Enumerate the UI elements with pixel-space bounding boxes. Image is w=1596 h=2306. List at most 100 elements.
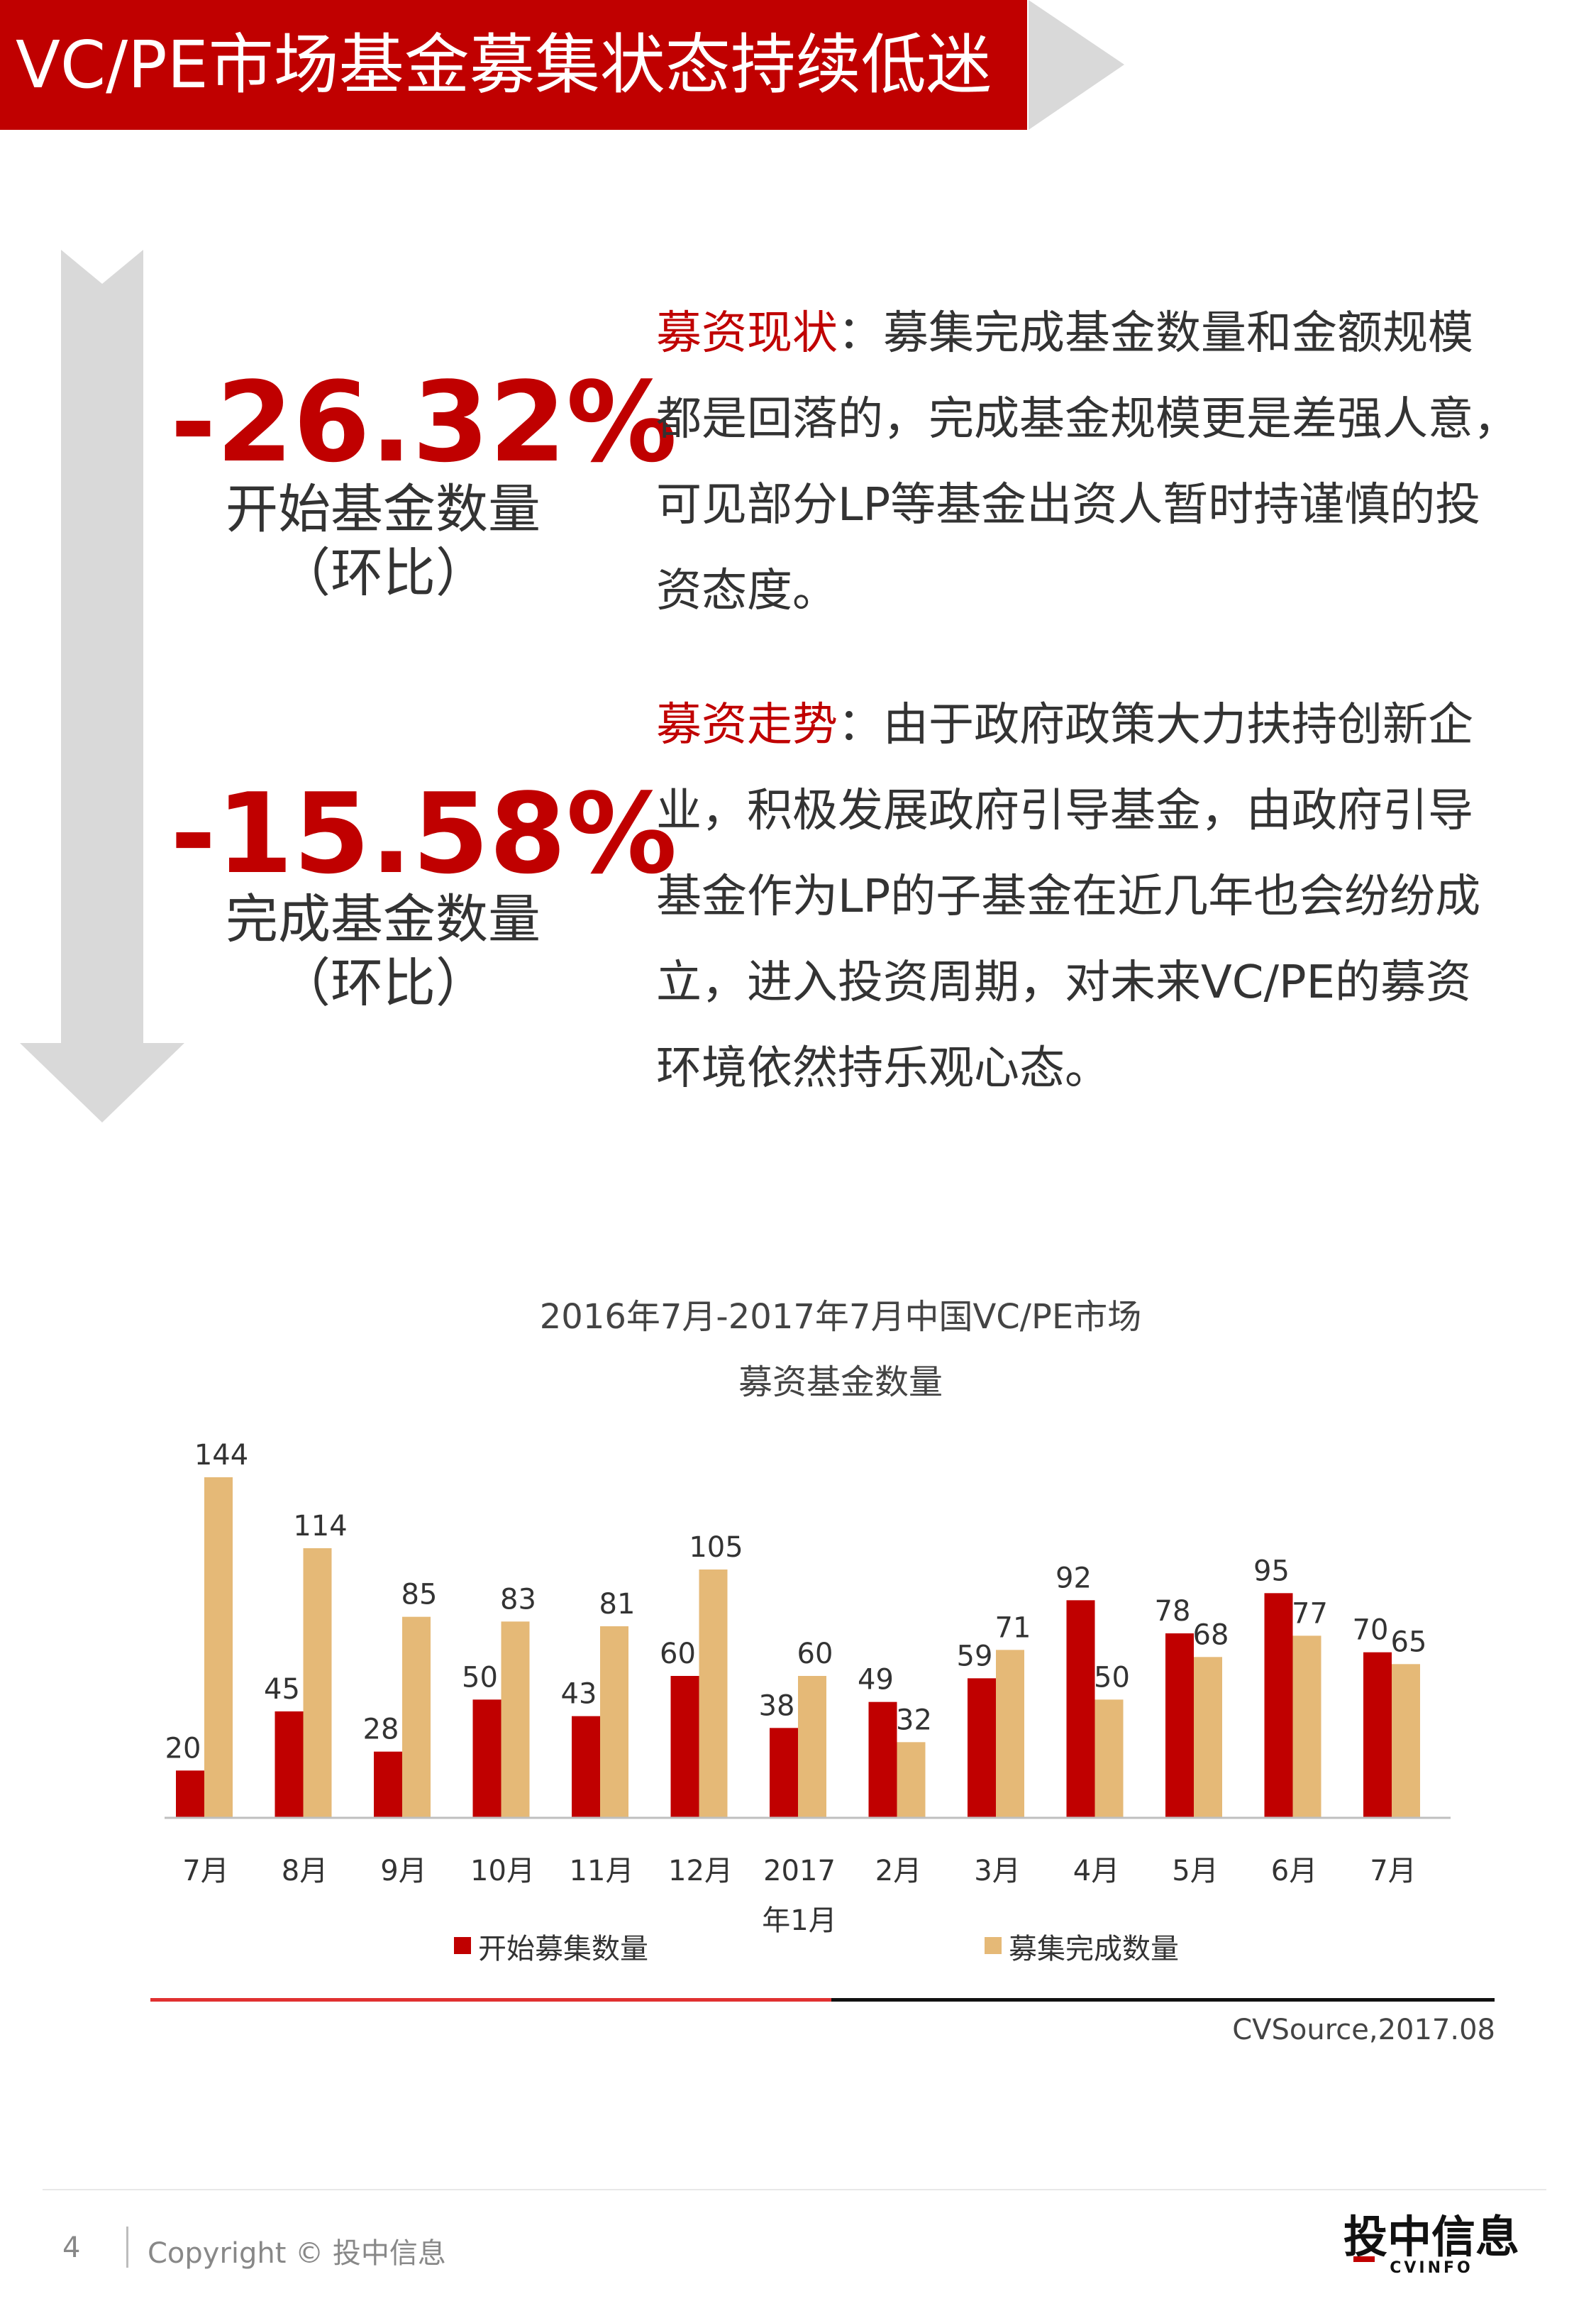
x-tick-label: 6月 <box>1271 1855 1317 1887</box>
chart-source: CVSource,2017.08 <box>1232 2014 1495 2046</box>
bar-complete <box>600 1626 628 1818</box>
page-title: VC/PE市场基金募集状态持续低迷 <box>0 0 1027 130</box>
paragraph-line: 业，积极发展政府引导基金，由政府引导 <box>656 785 1473 837</box>
data-label: 20 <box>165 1732 201 1765</box>
bar-complete <box>1292 1635 1321 1818</box>
kpi-label-complete: 完成基金数量 <box>226 889 541 950</box>
data-label: 77 <box>1292 1597 1328 1630</box>
data-label: 92 <box>1055 1562 1092 1594</box>
bar-complete <box>1392 1664 1420 1818</box>
paragraph-text: ：由于政府政策大力扶持创新企 <box>838 699 1473 751</box>
bar-start <box>472 1699 501 1818</box>
paragraph-line: 环境依然持乐观心态。 <box>656 1042 1110 1095</box>
data-label: 49 <box>858 1664 894 1697</box>
data-label: 45 <box>264 1673 300 1706</box>
bar-complete <box>303 1548 332 1818</box>
paragraph-fundraising-status: 募资现状：募集完成基金数量和金额规模 都是回落的，完成基金规模更是差强人意， 可… <box>656 291 1571 634</box>
bar-start <box>1363 1652 1392 1818</box>
data-label: 59 <box>957 1640 993 1672</box>
bar-complete <box>996 1650 1024 1818</box>
data-label: 95 <box>1253 1555 1290 1587</box>
title-chevron-icon <box>1029 0 1124 130</box>
legend-label: 募集完成数量 <box>1009 1933 1179 1965</box>
legend-swatch <box>985 1937 1002 1954</box>
data-label: 85 <box>401 1579 438 1611</box>
bar-start <box>670 1676 699 1818</box>
bar-start <box>275 1711 304 1818</box>
data-label: 70 <box>1353 1614 1389 1647</box>
data-label: 60 <box>797 1638 833 1670</box>
data-label: 71 <box>995 1611 1031 1644</box>
copyright-text: Copyright © 投中信息 <box>148 2237 446 2270</box>
paragraph-line: 募资走势：由于政府政策大力扶持创新企 <box>656 683 1571 768</box>
x-tick-label: 8月 <box>282 1855 328 1887</box>
chart-divider-black <box>831 1998 1495 2002</box>
company-logo: 投中信息 CVINFO <box>1339 2214 1524 2281</box>
x-tick-label: 3月 <box>974 1855 1020 1887</box>
kpi-label-start-ratio: （环比） <box>278 543 488 604</box>
logo-subtext: CVINFO <box>1390 2259 1473 2277</box>
data-label: 68 <box>1193 1618 1229 1651</box>
down-arrow-icon <box>20 250 184 1122</box>
x-tick-label: 年1月 <box>762 1904 836 1937</box>
paragraph-fundraising-trend: 募资走势：由于政府政策大力扶持创新企 业，积极发展政府引导基金，由政府引导 基金… <box>656 683 1571 1112</box>
bar-complete <box>1095 1699 1124 1818</box>
paragraph-line: 都是回落的，完成基金规模更是差强人意， <box>656 393 1519 446</box>
logo-accent-bar <box>1353 2256 1375 2262</box>
logo-text: 投中信息 <box>1343 2211 1519 2263</box>
x-tick-label: 10月 <box>470 1855 535 1887</box>
paragraph-line: 募资现状：募集完成基金数量和金额规模 <box>656 291 1571 377</box>
bar-start <box>868 1701 897 1818</box>
data-label: 32 <box>896 1704 932 1736</box>
data-label: 83 <box>500 1583 536 1616</box>
x-tick-label: 12月 <box>668 1855 733 1887</box>
data-label: 78 <box>1155 1595 1191 1628</box>
x-tick-label: 9月 <box>380 1855 426 1887</box>
bar-start <box>1165 1633 1194 1818</box>
x-tick-label: 11月 <box>570 1855 634 1887</box>
bar-complete <box>798 1676 826 1818</box>
bar-complete <box>1194 1657 1222 1818</box>
x-tick-label: 7月 <box>182 1855 228 1887</box>
bar-chart: 20 144 7月 45 114 8月 28 85 9月 50 83 10月 43 81 11月 60 105 1… <box>150 1439 1495 2002</box>
bar-start <box>1264 1593 1293 1818</box>
footer-divider-line <box>43 2189 1546 2190</box>
bar-complete <box>501 1621 530 1818</box>
bar-start <box>770 1728 798 1818</box>
bar-start <box>176 1770 204 1818</box>
data-label: 38 <box>759 1689 795 1722</box>
x-tick-label: 7月 <box>1370 1855 1416 1887</box>
x-tick-label: 4月 <box>1073 1855 1119 1887</box>
paragraph-line: 基金作为LP的子基金在近几年也会纷纷成 <box>656 871 1481 923</box>
legend-swatch <box>454 1937 471 1954</box>
bar-start <box>572 1716 600 1818</box>
data-label: 60 <box>660 1638 696 1670</box>
x-tick-label: 2月 <box>875 1855 921 1887</box>
data-label: 50 <box>462 1661 498 1694</box>
paragraph-line: 可见部分LP等基金出资人暂时持谨慎的投 <box>656 479 1481 531</box>
chart-divider-red <box>150 1998 831 2002</box>
bar-start <box>968 1678 996 1818</box>
chart-title: 2016年7月-2017年7月中国VC/PE市场 募资基金数量 <box>355 1284 1326 1415</box>
data-label: 144 <box>194 1439 248 1472</box>
bar-start <box>374 1751 402 1818</box>
data-label: 114 <box>293 1510 347 1543</box>
bar-complete <box>699 1569 728 1818</box>
kpi-value-complete: -15.58% <box>170 769 677 898</box>
kpi-value-start: -26.32% <box>170 358 677 487</box>
chart-title-line2: 募资基金数量 <box>738 1362 943 1402</box>
paragraph-text: ：募集完成基金数量和金额规模 <box>838 307 1473 360</box>
paragraph-highlight: 募资走势 <box>656 699 838 751</box>
page-number: 4 <box>62 2231 81 2264</box>
data-label: 43 <box>561 1678 597 1711</box>
legend-label: 开始募集数量 <box>478 1933 648 1965</box>
kpi-label-start: 开始基金数量 <box>226 479 541 540</box>
data-label: 50 <box>1094 1661 1130 1694</box>
paragraph-line: 立，进入投资周期，对未来VC/PE的募资 <box>656 956 1472 1009</box>
x-tick-label: 2017 <box>763 1855 836 1887</box>
paragraph-line: 资态度。 <box>656 565 838 617</box>
kpi-label-complete-ratio: （环比） <box>278 953 488 1014</box>
footer-divider <box>126 2227 128 2268</box>
bar-complete <box>897 1742 926 1818</box>
data-label: 81 <box>599 1588 636 1621</box>
